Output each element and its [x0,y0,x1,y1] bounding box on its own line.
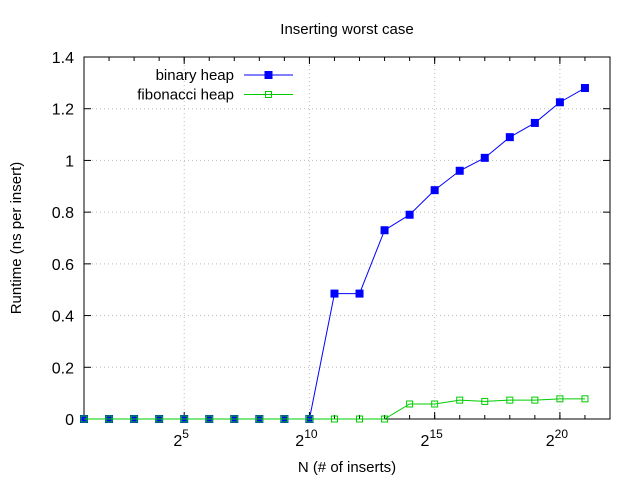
legend-label: fibonacci heap [137,87,234,104]
data-point [80,415,88,423]
y-tick-label: 0.6 [52,257,74,274]
data-point [431,400,439,408]
data-point [155,415,163,423]
data-point [505,133,514,142]
data-point [230,415,238,423]
chart-title: Inserting worst case [280,21,413,38]
x-tick-label-base: 2 [546,433,555,450]
data-point [531,396,539,404]
data-point [330,289,339,298]
series-line [84,398,585,420]
x-tick-label: 210 [295,427,318,450]
data-point [580,84,589,93]
data-point [356,415,364,423]
data-point [430,186,439,195]
data-point [380,226,389,235]
series-fibonacci-heap [80,395,589,423]
data-point [180,415,188,423]
data-point [255,415,263,423]
data-point [330,415,338,423]
x-tick-label-base: 2 [295,433,304,450]
series-group [80,84,589,423]
data-point [581,395,589,403]
x-tick-label-exponent: 5 [182,427,189,441]
data-point [405,210,414,219]
x-tick-label-exponent: 10 [304,427,318,441]
y-tick-label: 0 [65,412,74,429]
data-point [381,415,389,423]
y-tick-label: 0.2 [52,360,74,377]
data-point [455,166,464,175]
x-tick-label: 215 [421,427,444,450]
data-point [556,395,564,403]
data-point [280,415,288,423]
data-point [406,400,414,408]
y-tick-label: 1 [65,153,74,170]
data-point [205,415,213,423]
data-point [506,396,514,404]
legend-marker [264,71,273,79]
legend-label: binary heap [156,67,234,84]
data-point [305,415,313,423]
data-point [530,118,539,127]
data-point [555,98,564,107]
grid [84,57,610,419]
data-point [481,397,489,405]
y-tick-label: 0.8 [52,205,74,222]
data-point [480,153,489,162]
y-tick-label: 0.4 [52,309,74,326]
x-tick-label-exponent: 15 [429,427,443,441]
x-axis: 25 210 215 220 [83,57,611,450]
x-tick-label-base: 2 [421,433,430,450]
x-tick-label: 220 [546,427,569,450]
y-tick-label: 1.4 [52,50,74,67]
data-point [355,289,364,298]
data-point [105,415,113,423]
data-point [456,396,464,404]
data-point [130,415,138,423]
y-axis-label: Runtime (ns per insert) [8,162,25,315]
y-tick-label: 1.2 [52,102,74,119]
x-tick-label-base: 2 [173,433,182,450]
x-tick-label-exponent: 20 [555,427,569,441]
legend-marker [265,91,272,98]
x-axis-label: N (# of inserts) [298,459,396,476]
legend: binary heap fibonacci heap [137,67,293,104]
y-axis: 0 0.2 0.4 0.6 0.8 1 1.2 1.4 [52,50,610,429]
x-tick-label: 25 [173,427,189,450]
